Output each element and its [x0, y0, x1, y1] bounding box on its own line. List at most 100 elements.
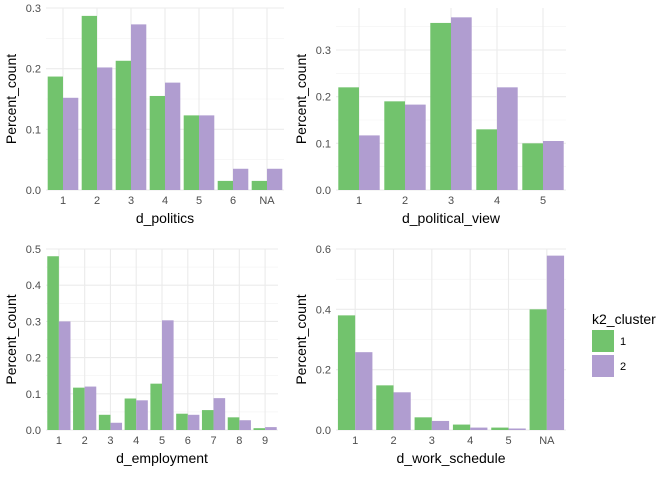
- x-tick-label: 6: [185, 435, 191, 447]
- x-tick-label: 1: [60, 195, 66, 207]
- legend-swatch-2: [592, 355, 614, 377]
- x-tick-label: 5: [505, 435, 511, 447]
- x-tick-label: 4: [494, 195, 500, 207]
- bar-3-cluster-2: [110, 422, 123, 430]
- y-tick-label: 0.3: [316, 45, 331, 57]
- bar-6-cluster-2: [187, 414, 200, 430]
- bar-5-cluster-1: [522, 143, 543, 190]
- legend: k2_cluster 1 2: [592, 311, 656, 377]
- bar-2-cluster-2: [393, 392, 411, 430]
- bar-3-cluster-1: [115, 60, 131, 190]
- legend-label-1: 1: [620, 336, 626, 348]
- y-tick-label: 0.5: [26, 244, 41, 256]
- bar-1-cluster-2: [355, 352, 373, 430]
- panels: 0.0 0.1 0.2 0.3 1 2 3 4 5 6 NA d_politics Percent_co…: [3, 3, 566, 466]
- bar-6-cluster-1: [176, 413, 188, 430]
- bar-2-cluster-1: [81, 15, 97, 190]
- x-tick-label: 5: [159, 435, 165, 447]
- bar-2-cluster-1: [376, 385, 394, 430]
- x-tick-label: NA: [259, 195, 275, 207]
- bar-1-cluster-1: [338, 87, 359, 190]
- x-tick-label: 6: [230, 195, 236, 207]
- x-tick-label: 7: [210, 435, 216, 447]
- x-tick-label: 3: [448, 195, 454, 207]
- bar-2-cluster-1: [73, 387, 85, 430]
- bar-5-cluster-1: [150, 383, 162, 430]
- x-tick-label: 1: [356, 195, 362, 207]
- bar-4-cluster-1: [452, 424, 471, 430]
- bar-NA-cluster-1: [251, 180, 267, 190]
- panel-4: 0.0 0.2 0.4 0.6 1 2 3 4 5 NA d_work_schedule Percen…: [293, 244, 566, 466]
- bar-5-cluster-2: [162, 320, 174, 430]
- bar-NA-cluster-1: [529, 309, 547, 430]
- y-tick-label: 0.2: [316, 365, 331, 377]
- panel-3: 0.0 0.1 0.2 0.3 0.4 0.5 1 2 3 4 5 6 7 8 9 d_employment P…: [3, 244, 278, 466]
- x-tick-label: 8: [236, 435, 242, 447]
- bar-7-cluster-1: [201, 410, 214, 430]
- x-tick-label: 2: [94, 195, 100, 207]
- bar-6-cluster-2: [233, 168, 249, 190]
- bar-4-cluster-2: [136, 400, 148, 430]
- x-tick-label: 3: [128, 195, 134, 207]
- bar-1-cluster-1: [47, 256, 59, 430]
- bar-1-cluster-2: [359, 135, 380, 190]
- bar-7-cluster-2: [213, 398, 226, 430]
- bar-5-cluster-1: [491, 427, 509, 430]
- x-axis-title: d_politics: [136, 210, 194, 226]
- y-tick-label: 0.2: [26, 64, 41, 76]
- bar-1-cluster-1: [47, 76, 63, 190]
- legend-title: k2_cluster: [592, 311, 656, 327]
- x-tick-label: 9: [262, 435, 268, 447]
- bar-4-cluster-1: [476, 129, 497, 190]
- y-tick-label: 0.0: [316, 185, 331, 197]
- x-tick-label: 5: [196, 195, 202, 207]
- legend-swatch-1: [592, 330, 614, 352]
- bar-1-cluster-1: [337, 315, 356, 430]
- bar-3-cluster-2: [451, 17, 472, 191]
- x-tick-label: 5: [540, 195, 546, 207]
- bar-NA-cluster-2: [267, 168, 283, 190]
- y-tick-label: 0.6: [316, 244, 331, 256]
- bar-5-cluster-2: [508, 428, 526, 430]
- bar-2-cluster-2: [405, 104, 426, 190]
- bar-9-cluster-2: [265, 427, 277, 430]
- bar-4-cluster-2: [165, 82, 181, 190]
- bar-3-cluster-1: [98, 414, 111, 430]
- x-tick-label: 2: [82, 435, 88, 447]
- x-tick-label: 1: [352, 435, 358, 447]
- y-tick-label: 0.1: [316, 138, 331, 150]
- y-axis-title: Percent_count: [3, 54, 19, 144]
- bar-3-cluster-2: [131, 24, 147, 190]
- bar-8-cluster-2: [239, 420, 251, 430]
- x-tick-label: 2: [390, 435, 396, 447]
- y-tick-label: 0.3: [26, 3, 41, 15]
- panel-2: 0.0 0.1 0.2 0.3 1 2 3 4 5 d_political_view Percent…: [293, 8, 566, 226]
- bar-1-cluster-2: [63, 97, 79, 190]
- y-tick-label: 0.2: [316, 92, 331, 104]
- y-tick-label: 0.0: [316, 425, 331, 437]
- x-tick-label: 3: [107, 435, 113, 447]
- panel-1: 0.0 0.1 0.2 0.3 1 2 3 4 5 6 NA d_politics Percent_co…: [3, 3, 284, 226]
- bar-6-cluster-1: [217, 180, 233, 190]
- bar-4-cluster-2: [470, 427, 488, 430]
- bar-3-cluster-2: [431, 420, 450, 430]
- y-axis-title: Percent_count: [3, 294, 19, 384]
- y-axis-title: Percent_count: [293, 294, 309, 384]
- y-tick-label: 0.0: [26, 185, 41, 197]
- bar-8-cluster-1: [227, 417, 240, 430]
- x-tick-label: 2: [402, 195, 408, 207]
- bar-3-cluster-1: [430, 22, 451, 190]
- bar-9-cluster-1: [253, 428, 266, 430]
- x-tick-label: 4: [133, 435, 139, 447]
- bar-2-cluster-2: [84, 386, 97, 430]
- y-tick-label: 0.1: [26, 389, 41, 401]
- x-tick-label: 1: [56, 435, 62, 447]
- x-tick-label: 3: [429, 435, 435, 447]
- bar-4-cluster-1: [149, 95, 165, 190]
- legend-label-2: 2: [620, 361, 626, 373]
- y-tick-label: 0.3: [26, 316, 41, 328]
- bar-5-cluster-2: [543, 141, 564, 190]
- y-tick-label: 0.0: [26, 425, 41, 437]
- bar-1-cluster-2: [58, 321, 71, 430]
